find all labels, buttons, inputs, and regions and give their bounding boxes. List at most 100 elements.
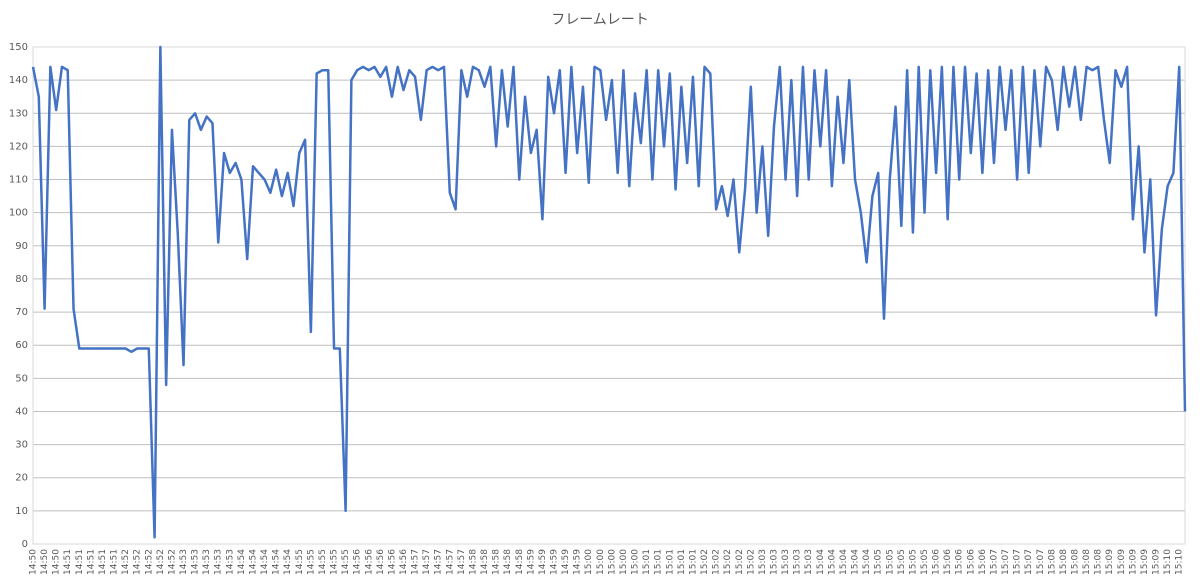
y-tick-label: 60 bbox=[15, 340, 28, 351]
y-tick-label: 120 bbox=[9, 141, 28, 152]
x-tick-label: 14:56 bbox=[353, 549, 363, 575]
x-tick-label: 15:03 bbox=[793, 549, 803, 575]
x-tick-label: 15:09 bbox=[1140, 549, 1150, 575]
x-tick-label: 15:03 bbox=[804, 549, 814, 575]
x-tick-label: 15:04 bbox=[862, 549, 872, 575]
x-tick-label: 15:07 bbox=[1036, 549, 1046, 575]
x-tick-label: 14:55 bbox=[318, 549, 328, 575]
y-tick-label: 80 bbox=[15, 274, 28, 285]
x-tick-label: 14:50 bbox=[40, 549, 50, 575]
x-tick-label: 14:51 bbox=[86, 549, 96, 575]
x-tick-label: 15:02 bbox=[700, 549, 710, 575]
x-tick-label: 15:02 bbox=[746, 549, 756, 575]
x-tick-label: 14:58 bbox=[515, 549, 525, 575]
x-tick-label: 15:06 bbox=[943, 549, 953, 575]
x-tick-label: 14:55 bbox=[295, 549, 305, 575]
x-tick-label: 15:05 bbox=[885, 549, 895, 575]
x-tick-label: 15:10 bbox=[1163, 549, 1173, 575]
x-tick-label: 14:57 bbox=[434, 549, 444, 575]
x-tick-label: 15:05 bbox=[897, 549, 907, 575]
x-tick-label: 15:09 bbox=[1152, 549, 1162, 575]
x-tick-label: 15:01 bbox=[688, 549, 698, 575]
x-tick-label: 14:57 bbox=[445, 549, 455, 575]
x-tick-label: 15:04 bbox=[851, 549, 861, 575]
x-tick-label: 15:01 bbox=[677, 549, 687, 575]
x-tick-label: 14:52 bbox=[156, 549, 166, 575]
y-tick-label: 50 bbox=[15, 373, 28, 384]
series-line bbox=[31, 45, 1187, 539]
x-tick-label: 15:01 bbox=[665, 549, 675, 575]
x-tick-label: 14:50 bbox=[29, 549, 39, 575]
x-tick-label: 15:04 bbox=[827, 549, 837, 575]
x-tick-label: 15:02 bbox=[723, 549, 733, 575]
x-tick-label: 15:07 bbox=[989, 549, 999, 575]
x-tick-label: 15:08 bbox=[1071, 549, 1081, 575]
x-tick-label: 14:53 bbox=[179, 549, 189, 575]
x-tick-label: 14:56 bbox=[387, 549, 397, 575]
x-tick-label: 14:51 bbox=[75, 549, 85, 575]
x-tick-label: 14:59 bbox=[561, 549, 571, 575]
y-tick-label: 110 bbox=[9, 175, 28, 186]
x-tick-label: 14:52 bbox=[133, 549, 143, 575]
x-tick-label: 14:58 bbox=[492, 549, 502, 575]
y-tick-label: 130 bbox=[9, 108, 28, 119]
x-tick-label: 14:54 bbox=[283, 549, 293, 575]
x-tick-label: 15:03 bbox=[769, 549, 779, 575]
x-tick-label: 15:09 bbox=[1117, 549, 1127, 575]
x-tick-label: 14:59 bbox=[550, 549, 560, 575]
x-tick-label: 14:52 bbox=[121, 549, 131, 575]
y-tick-label: 40 bbox=[15, 406, 28, 417]
axes: 0 10 20 30 40 50 60 70 80 90 100 110 120 130 140 150 14:… bbox=[9, 42, 1186, 575]
x-tick-label: 14:53 bbox=[214, 549, 224, 575]
x-tick-label: 15:07 bbox=[1024, 549, 1034, 575]
x-tick-label: 15:00 bbox=[607, 549, 617, 575]
x-tick-label: 14:58 bbox=[503, 549, 513, 575]
x-tick-label: 15:06 bbox=[966, 549, 976, 575]
x-tick-label: 14:55 bbox=[330, 549, 340, 575]
y-tick-label: 90 bbox=[15, 241, 28, 252]
x-tick-label: 14:51 bbox=[110, 549, 120, 575]
x-tick-label: 14:58 bbox=[480, 549, 490, 575]
x-tick-label: 14:54 bbox=[248, 549, 258, 575]
x-tick-label: 14:59 bbox=[538, 549, 548, 575]
x-tick-label: 15:00 bbox=[631, 549, 641, 575]
x-tick-label: 14:53 bbox=[225, 549, 235, 575]
x-tick-label: 14:51 bbox=[63, 549, 73, 575]
x-tick-label: 14:55 bbox=[306, 549, 316, 575]
y-tick-label: 20 bbox=[15, 473, 28, 484]
y-tick-label: 150 bbox=[9, 42, 28, 53]
x-tick-label: 15:07 bbox=[1013, 549, 1023, 575]
x-tick-label: 14:59 bbox=[526, 549, 536, 575]
x-tick-label: 15:06 bbox=[955, 549, 965, 575]
x-tick-label: 15:06 bbox=[978, 549, 988, 575]
x-tick-label: 14:58 bbox=[468, 549, 478, 575]
x-tick-label: 15:01 bbox=[642, 549, 652, 575]
x-tick-label: 14:53 bbox=[191, 549, 201, 575]
y-tick-label: 10 bbox=[15, 506, 28, 517]
x-tick-label: 15:09 bbox=[1128, 549, 1138, 575]
x-tick-label: 14:54 bbox=[237, 549, 247, 575]
x-tick-label: 15:04 bbox=[816, 549, 826, 575]
x-tick-label: 14:57 bbox=[457, 549, 467, 575]
x-tick-label: 15:08 bbox=[1082, 549, 1092, 575]
x-tick-label: 15:00 bbox=[596, 549, 606, 575]
x-tick-label: 15:05 bbox=[920, 549, 930, 575]
x-tick-label: 15:03 bbox=[758, 549, 768, 575]
x-tick-label: 15:02 bbox=[735, 549, 745, 575]
x-tick-label: 15:10 bbox=[1175, 549, 1185, 575]
x-tick-label: 15:03 bbox=[781, 549, 791, 575]
y-tick-label: 0 bbox=[22, 539, 28, 550]
x-tick-label: 14:54 bbox=[272, 549, 282, 575]
x-tick-label: 14:54 bbox=[260, 549, 270, 575]
x-tick-label: 15:09 bbox=[1105, 549, 1115, 575]
x-tick-label: 14:55 bbox=[341, 549, 351, 575]
x-tick-label: 14:52 bbox=[144, 549, 154, 575]
x-tick-label: 14:59 bbox=[573, 549, 583, 575]
x-tick-label: 15:08 bbox=[1094, 549, 1104, 575]
x-tick-label: 14:57 bbox=[411, 549, 421, 575]
x-tick-label: 15:01 bbox=[654, 549, 664, 575]
x-tick-label: 15:08 bbox=[1047, 549, 1057, 575]
y-tick-label: 70 bbox=[15, 307, 28, 318]
